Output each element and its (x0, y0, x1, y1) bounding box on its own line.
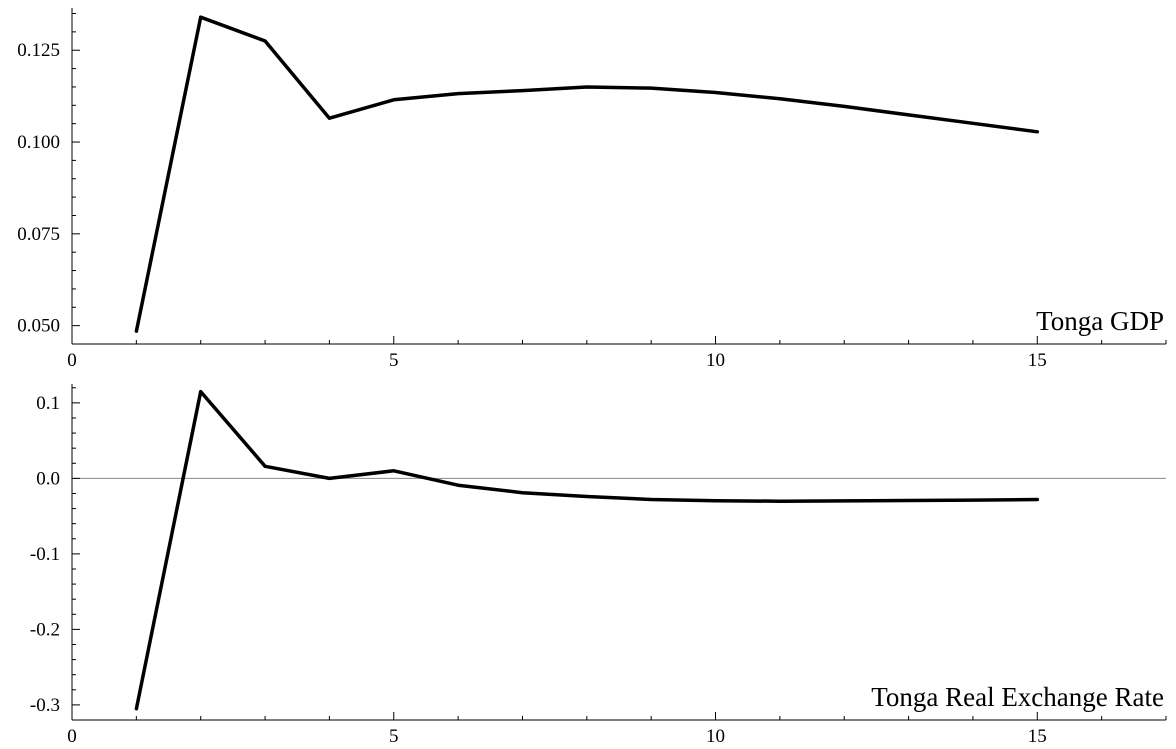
real-exchange-rate-chart: 0 5 10 15 -0.3 -0.2 -0.1 0.0 0.1 Tonga Real Excha… (30, 384, 1167, 747)
gdp-chart: 0 5 10 15 0.050 0.075 0.100 0.125 Tonga GDP (17, 8, 1167, 371)
y-tick-label: 0.100 (17, 132, 60, 153)
x-tick-label: 15 (1028, 726, 1047, 747)
y-tick-label: 0.075 (17, 224, 60, 245)
y-tick-label: -0.1 (30, 544, 60, 565)
series-line (134, 15, 1040, 333)
y-tick-label: 0.0 (36, 468, 60, 489)
y-tick-label: -0.3 (30, 695, 60, 716)
chart-label: Tonga GDP (1036, 306, 1164, 336)
x-tick-label: 0 (67, 726, 77, 747)
x-tick-label: 10 (706, 350, 725, 371)
x-tick-label: 5 (389, 350, 399, 371)
x-tick-label: 0 (67, 350, 77, 371)
y-tick-label: -0.2 (30, 619, 60, 640)
y-tick-label: 0.1 (36, 393, 60, 414)
series-line (134, 389, 1040, 711)
y-tick-label: 0.050 (17, 316, 60, 337)
chart-label: Tonga Real Exchange Rate (871, 682, 1164, 712)
x-tick-label: 15 (1028, 350, 1047, 371)
x-tick-label: 5 (389, 726, 399, 747)
y-tick-label: 0.125 (17, 40, 60, 61)
x-tick-label: 10 (706, 726, 725, 747)
